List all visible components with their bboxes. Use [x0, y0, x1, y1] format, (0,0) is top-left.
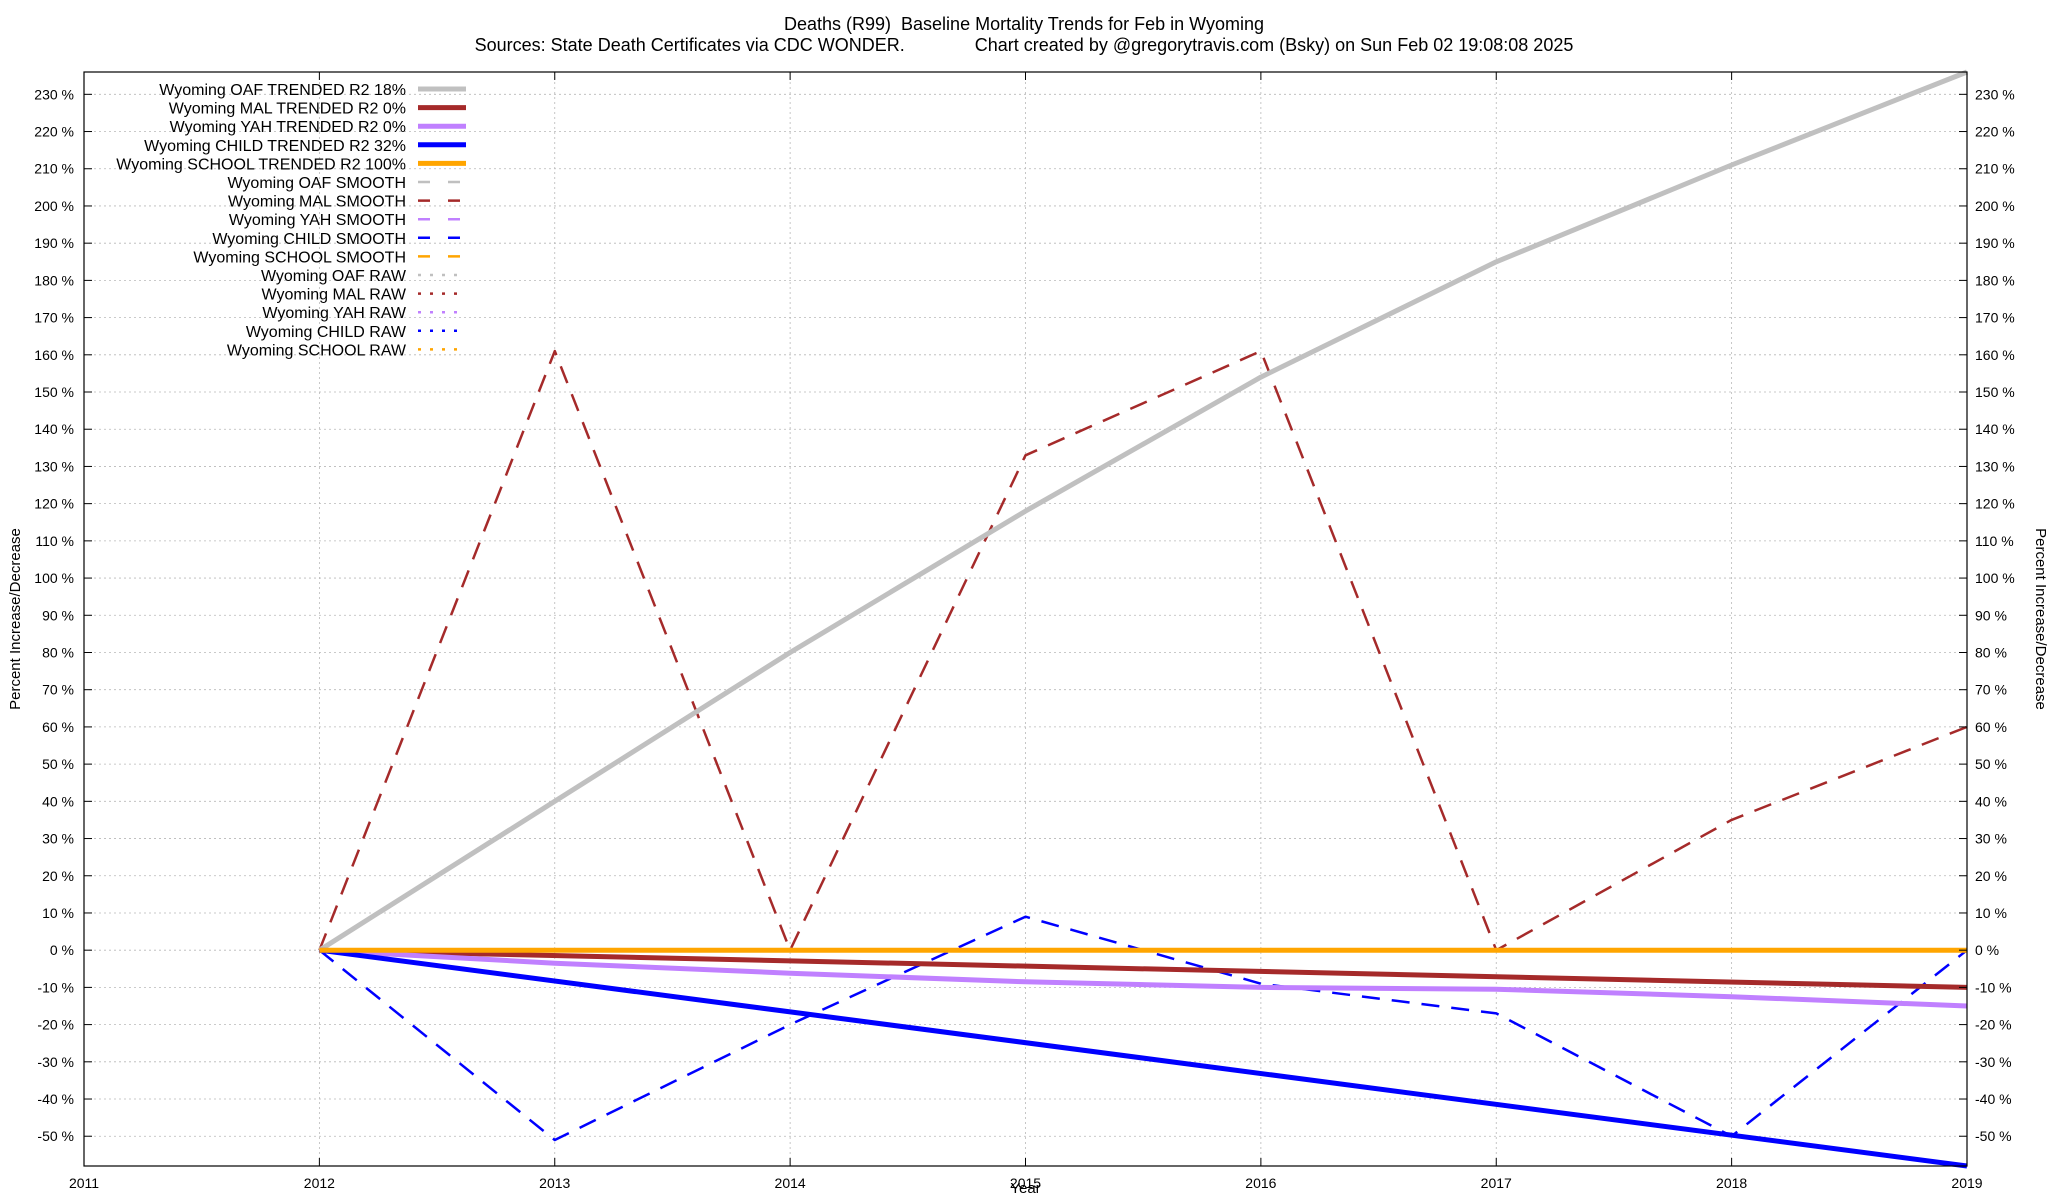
y2-tick-label: -30 %	[1975, 1054, 2012, 1070]
y2-tick-label: 170 %	[1975, 310, 2015, 326]
y2-tick-label: 150 %	[1975, 384, 2015, 400]
y-tick-label: 130 %	[34, 458, 74, 474]
y-tick-label: 210 %	[34, 161, 74, 177]
y-tick-label: 90 %	[42, 607, 74, 623]
y-tick-label: 180 %	[34, 272, 74, 288]
y-tick-label: 170 %	[34, 310, 74, 326]
y2-tick-label: 20 %	[1975, 868, 2007, 884]
y-tick-label: 0 %	[50, 942, 74, 958]
chart-legend: Wyoming OAF TRENDED R2 18% Wyoming MAL TR…	[116, 82, 466, 359]
legend-label: Wyoming CHILD SMOOTH	[212, 231, 406, 248]
y2-tick-label: 110 %	[1975, 533, 2014, 549]
y2-tick-label: -50 %	[1975, 1128, 2012, 1144]
y2-tick-label: -40 %	[1975, 1091, 2012, 1107]
y2-tick-label: 160 %	[1975, 347, 2015, 363]
legend-label: Wyoming MAL TRENDED R2 0%	[169, 101, 406, 118]
series-line-0	[318, 69, 1968, 953]
y-tick-label: 10 %	[42, 905, 74, 921]
legend-label: Wyoming OAF TRENDED R2 18%	[159, 82, 406, 99]
legend-label: Wyoming OAF RAW	[261, 268, 407, 285]
legend-label: Wyoming OAF SMOOTH	[227, 175, 406, 192]
y-tick-label: -50 %	[37, 1128, 74, 1144]
y-tick-label: -10 %	[37, 979, 74, 995]
y2-tick-label: 130 %	[1975, 458, 2015, 474]
y2-tick-label: 120 %	[1975, 496, 2015, 512]
y-tick-label: 140 %	[34, 421, 74, 437]
y2-tick-label: 190 %	[1975, 235, 2015, 251]
y2-tick-label: 140 %	[1975, 421, 2015, 437]
chart-axes: 230 % 230 % 220 % 220 % 210 % 210 % 200 % 200 %…	[34, 72, 2015, 1191]
y2-tick-label: 80 %	[1975, 644, 2007, 660]
y-tick-label: 100 %	[34, 570, 74, 586]
y-tick-label: -20 %	[37, 1017, 74, 1033]
chart-subtitle: Sources: State Death Certificates via CD…	[474, 35, 1574, 55]
legend-label: Wyoming CHILD RAW	[246, 324, 407, 341]
legend-label: Wyoming SCHOOL RAW	[227, 342, 407, 359]
legend-label: Wyoming YAH RAW	[262, 305, 406, 322]
y2-tick-label: 90 %	[1975, 607, 2007, 623]
y-tick-label: 120 %	[34, 496, 74, 512]
series-line-1	[319, 947, 1968, 990]
y-tick-label: -40 %	[37, 1091, 74, 1107]
y-tick-label: 30 %	[42, 831, 74, 847]
y-tick-label: 110 %	[35, 533, 74, 549]
y-tick-label: 80 %	[42, 644, 74, 660]
chart-series-layer	[318, 69, 1968, 1169]
legend-label: Wyoming SCHOOL SMOOTH	[193, 249, 406, 266]
series-line-3	[319, 947, 1968, 1169]
x-axis-label: Year	[1010, 1180, 1040, 1197]
y-tick-label: 70 %	[42, 682, 74, 698]
x-tick-label: 2012	[304, 1175, 335, 1191]
chart-title: Deaths (R99) Baseline Mortality Trends f…	[783, 14, 1265, 34]
legend-label: Wyoming SCHOOL TRENDED R2 100%	[116, 156, 406, 173]
y-tick-label: 50 %	[42, 756, 74, 772]
x-tick-label: 2019	[1951, 1175, 1982, 1191]
y2-axis-label: Percent Increase/Decrease	[2032, 528, 2048, 710]
y2-tick-label: 70 %	[1975, 682, 2007, 698]
y-axis-label: Percent Increase/Decrease	[7, 528, 24, 710]
x-tick-label: 2011	[69, 1175, 99, 1191]
y-tick-label: 230 %	[34, 86, 74, 102]
legend-label: Wyoming CHILD TRENDED R2 32%	[144, 138, 406, 155]
x-tick-label: 2017	[1481, 1175, 1512, 1191]
y-tick-label: 20 %	[42, 868, 74, 884]
legend-label: Wyoming MAL RAW	[262, 287, 407, 304]
legend-label: Wyoming YAH TRENDED R2 0%	[170, 119, 406, 136]
x-tick-label: 2015	[1010, 1175, 1041, 1191]
y2-tick-label: 230 %	[1975, 86, 2015, 102]
x-tick-label: 2018	[1716, 1175, 1747, 1191]
x-tick-label: 2014	[775, 1175, 806, 1191]
y2-tick-label: 200 %	[1975, 198, 2015, 214]
y2-tick-label: 50 %	[1975, 756, 2007, 772]
y-tick-label: 220 %	[34, 124, 74, 140]
series-line-6	[318, 349, 1968, 952]
y2-tick-label: 0 %	[1975, 942, 1999, 958]
series-line-2	[319, 947, 1968, 1009]
x-tick-label: 2016	[1245, 1175, 1276, 1191]
legend-label: Wyoming MAL SMOOTH	[228, 194, 406, 211]
y-tick-label: -30 %	[37, 1054, 74, 1070]
y2-tick-label: 40 %	[1975, 793, 2007, 809]
y2-tick-label: 210 %	[1975, 161, 2015, 177]
y-tick-label: 150 %	[34, 384, 74, 400]
y-tick-label: 60 %	[42, 719, 74, 735]
y2-tick-label: 220 %	[1975, 124, 2015, 140]
y2-tick-label: 10 %	[1975, 905, 2007, 921]
y2-tick-label: 30 %	[1975, 831, 2007, 847]
y-tick-label: 160 %	[34, 347, 74, 363]
y-tick-label: 200 %	[34, 198, 74, 214]
chart-grid	[84, 72, 1967, 1166]
y2-tick-label: -20 %	[1975, 1017, 2012, 1033]
y2-tick-label: 100 %	[1975, 570, 2015, 586]
x-tick-label: 2013	[539, 1175, 570, 1191]
y2-tick-label: -10 %	[1975, 979, 2012, 995]
y-tick-label: 190 %	[34, 235, 74, 251]
y-tick-label: 40 %	[42, 793, 74, 809]
legend-label: Wyoming YAH SMOOTH	[229, 212, 406, 229]
y2-tick-label: 180 %	[1975, 272, 2015, 288]
y2-tick-label: 60 %	[1975, 719, 2007, 735]
